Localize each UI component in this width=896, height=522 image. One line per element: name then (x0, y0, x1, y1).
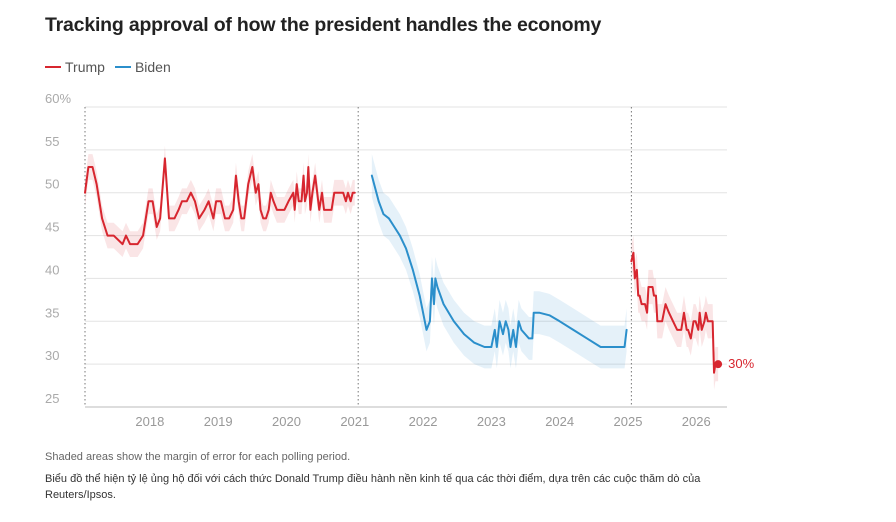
series-line-biden-2 (370, 174, 628, 348)
y-tick-label-60: 60% (45, 91, 71, 106)
legend-item-trump: Trump (45, 59, 105, 75)
x-tick-label-2018: 2018 (135, 414, 164, 429)
series-line-trump-3 (630, 251, 720, 374)
legend-item-biden: Biden (114, 59, 171, 75)
y-tick-label-55: 55 (45, 134, 59, 149)
end-point-marker (714, 360, 723, 369)
x-tick-label-2026: 2026 (682, 414, 711, 429)
y-tick-label-25: 25 (45, 391, 59, 406)
chart-title: Tracking approval of how the president h… (45, 14, 602, 36)
y-tick-label-35: 35 (45, 305, 59, 320)
end-value-label: 30% (728, 356, 754, 371)
y-tick-label-50: 50 (45, 177, 59, 192)
chart-plot: 60% 55 50 45 40 35 30 25 2018 2019 2020 2021 2022 202… (45, 91, 755, 429)
series-line-trump-1 (84, 157, 356, 246)
x-tick-label-2024: 2024 (545, 414, 574, 429)
y-tick-label-45: 45 (45, 220, 59, 235)
x-tick-label-2022: 2022 (409, 414, 438, 429)
x-tick-label-2019: 2019 (204, 414, 233, 429)
legend: Trump Biden (45, 59, 171, 75)
y-tick-label-40: 40 (45, 262, 59, 277)
chart-caption: Biểu đồ thể hiện tỷ lệ ủng hộ đối với cá… (45, 473, 701, 501)
legend-swatch-biden (114, 66, 131, 68)
x-tick-label-2020: 2020 (272, 414, 301, 429)
x-tick-label-2021: 2021 (340, 414, 369, 429)
y-tick-label-30: 30 (45, 348, 59, 363)
legend-swatch-trump (45, 66, 61, 68)
margin-note: Shaded areas show the margin of error fo… (45, 451, 351, 463)
legend-label-trump: Trump (65, 59, 105, 75)
margin-band-trump-3 (631, 235, 719, 390)
x-tick-label-2023: 2023 (477, 414, 506, 429)
x-tick-label-2025: 2025 (614, 414, 643, 429)
legend-label-biden: Biden (134, 59, 171, 75)
margin-band-biden-2 (371, 154, 627, 369)
